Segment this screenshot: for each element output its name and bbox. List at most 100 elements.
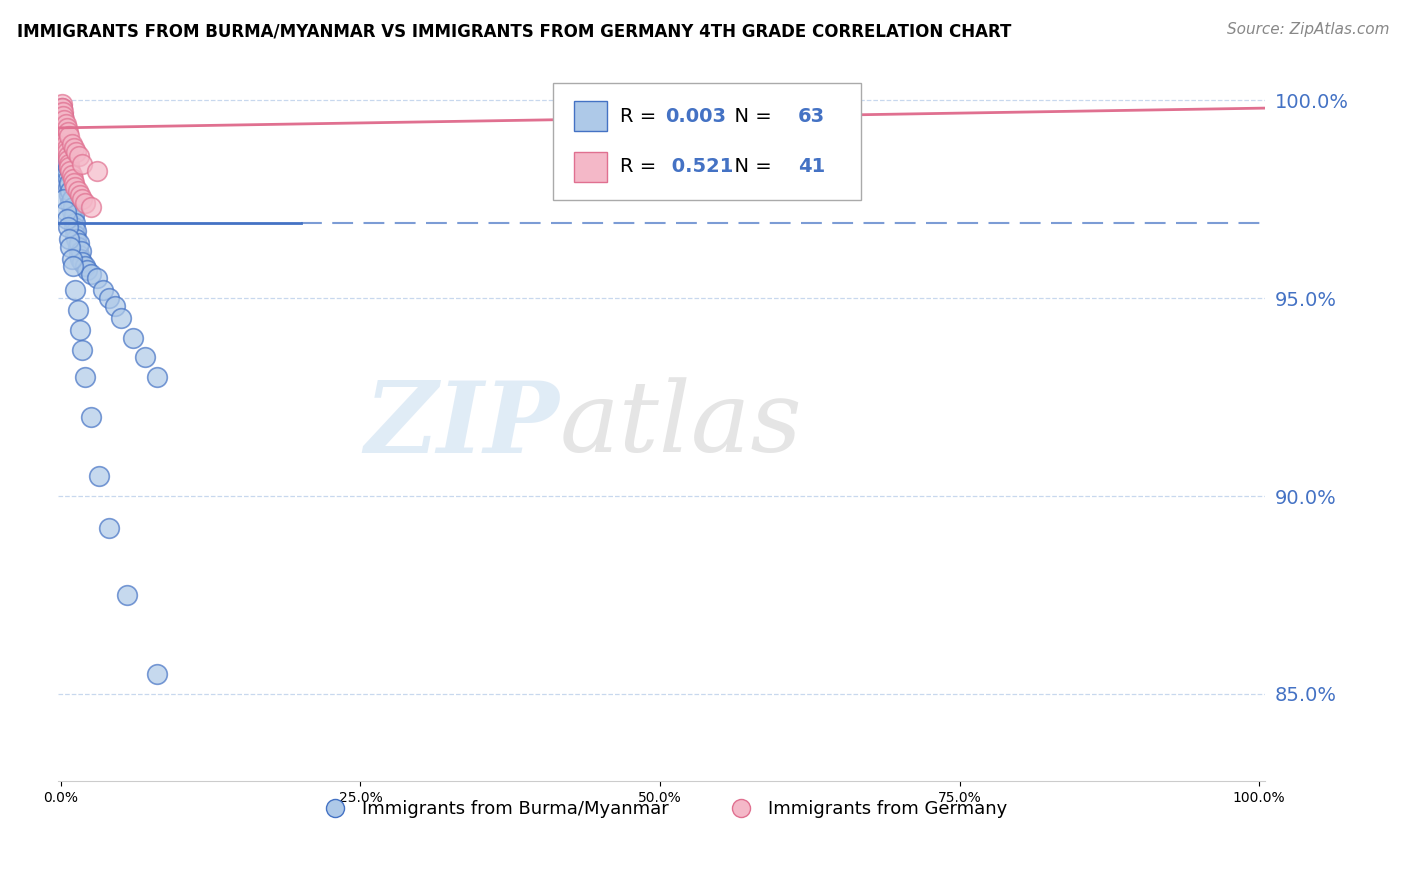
Point (56, 164, 79, 178)
FancyBboxPatch shape (553, 83, 860, 201)
Point (53, 125, 76, 139)
Bar (574, 152, 607, 182)
Point (73, 370, 96, 384)
Point (110, 310, 132, 325)
Point (145, 667, 167, 681)
Point (72, 156, 94, 170)
Point (134, 351, 156, 365)
Point (69, 252, 91, 266)
Point (58, 188, 80, 202)
Text: atlas: atlas (560, 377, 801, 473)
Point (89, 469, 111, 483)
Point (52, 105, 75, 120)
Point (67, 148, 90, 162)
Point (60, 192, 83, 206)
Point (73, 260, 96, 274)
Point (51, 105, 73, 120)
Point (121, 331, 143, 345)
Point (58, 177, 80, 191)
Point (53, 128, 76, 143)
Point (56, 148, 79, 162)
Point (104, 299, 127, 313)
Text: Source: ZipAtlas.com: Source: ZipAtlas.com (1226, 22, 1389, 37)
Point (63, 177, 86, 191)
Point (63, 219, 86, 234)
Point (65, 180, 87, 194)
Point (51, 97, 73, 112)
Bar (574, 102, 607, 131)
Point (60, 204, 83, 219)
Point (56, 172, 79, 186)
Point (56, 180, 79, 194)
Point (80, 268, 103, 282)
Text: 0.521: 0.521 (665, 157, 734, 177)
Point (51, 101, 73, 115)
Point (60, 252, 83, 266)
Point (70, 244, 93, 258)
Point (65, 227, 87, 242)
Point (53, 120, 76, 135)
Point (55, 133, 77, 147)
Point (56, 211, 79, 226)
Point (52, 117, 75, 131)
Point (59, 196, 82, 211)
Point (58, 232, 80, 246)
Point (53, 113, 76, 128)
Point (56, 125, 79, 139)
Point (52, 109, 75, 123)
Point (67, 247, 90, 261)
Point (66, 302, 89, 317)
Point (63, 208, 86, 222)
Text: 63: 63 (799, 107, 825, 126)
Point (86, 271, 108, 285)
Point (58, 156, 80, 170)
Point (55, 136, 77, 151)
Point (69, 323, 91, 337)
Point (65, 283, 87, 297)
Point (53, 136, 76, 151)
Text: N =: N = (723, 157, 778, 177)
Point (65, 216, 87, 230)
Text: R =: R = (620, 107, 662, 126)
Point (62, 260, 84, 274)
Point (91, 283, 114, 297)
Point (97, 521, 120, 535)
Point (86, 164, 108, 178)
Point (56, 148, 79, 162)
Point (56, 161, 79, 175)
Point (52, 117, 75, 131)
Point (63, 141, 86, 155)
Point (55, 141, 77, 155)
Text: IMMIGRANTS FROM BURMA/MYANMAR VS IMMIGRANTS FROM GERMANY 4TH GRADE CORRELATION C: IMMIGRANTS FROM BURMA/MYANMAR VS IMMIGRA… (17, 22, 1011, 40)
Point (55, 117, 77, 131)
Point (53, 192, 76, 206)
Point (145, 370, 167, 384)
Point (80, 200, 103, 214)
Point (53, 120, 76, 135)
Point (56, 153, 79, 167)
Point (65, 224, 87, 238)
Point (60, 136, 83, 151)
Point (59, 164, 82, 178)
Point (62, 211, 84, 226)
Text: 41: 41 (799, 157, 825, 177)
Point (62, 172, 84, 186)
Point (97, 291, 120, 305)
Point (52, 113, 75, 128)
Point (66, 240, 89, 254)
Point (66, 184, 89, 198)
Point (69, 188, 91, 202)
Legend: Immigrants from Burma/Myanmar, Immigrants from Germany: Immigrants from Burma/Myanmar, Immigrant… (309, 793, 1014, 825)
Point (58, 128, 80, 143)
Point (80, 409, 103, 424)
Text: R =: R = (620, 157, 662, 177)
Point (55, 204, 77, 219)
Point (52, 109, 75, 123)
Point (72, 343, 94, 357)
Text: 0.003: 0.003 (665, 107, 727, 126)
Point (72, 255, 94, 269)
Point (52, 109, 75, 123)
Point (73, 196, 96, 211)
Text: N =: N = (723, 107, 778, 126)
Point (56, 145, 79, 159)
